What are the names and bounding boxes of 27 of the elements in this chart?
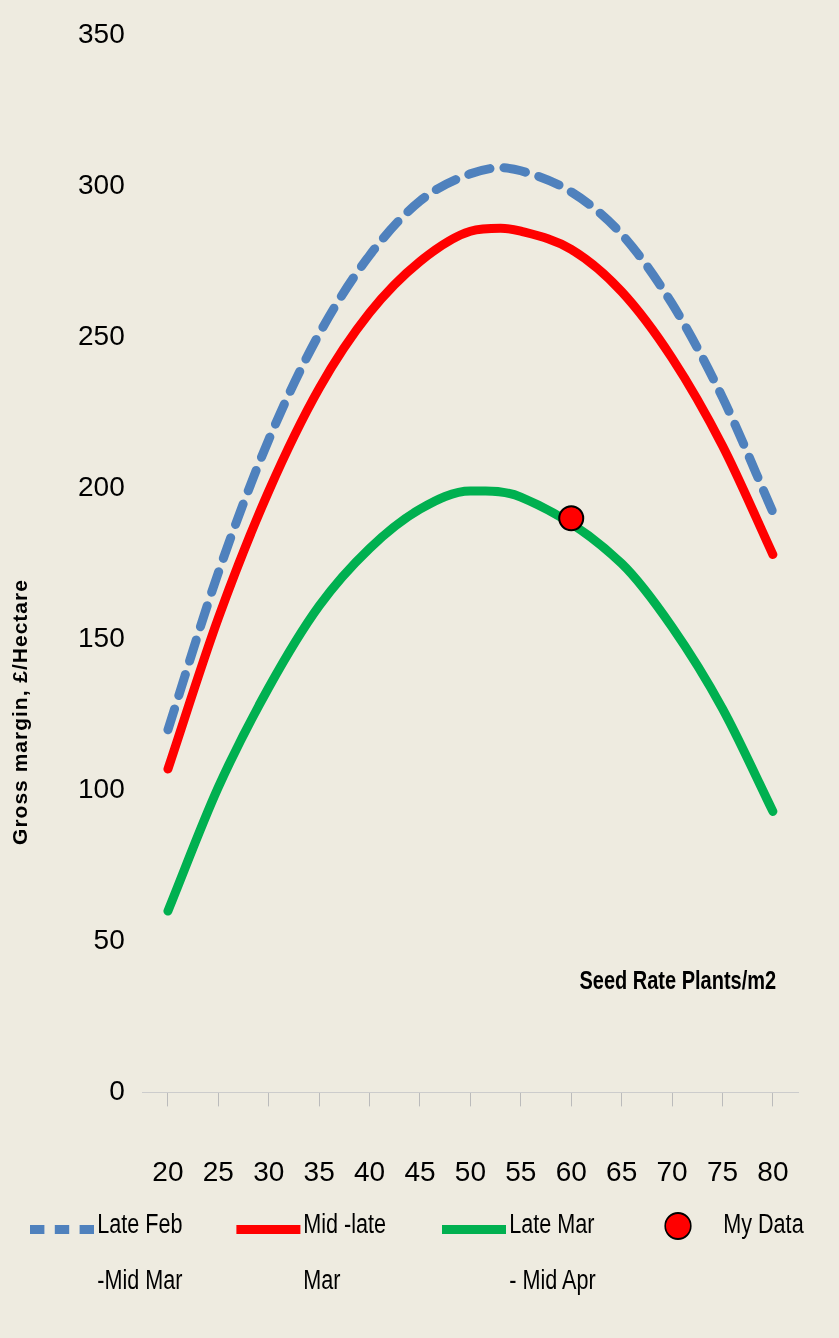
y-axis-title: Gross margin, £/Hectare — [8, 578, 32, 847]
y-tick-label: 50 — [93, 924, 125, 956]
x-tick-label: 25 — [202, 1155, 234, 1187]
y-tick-label: 150 — [78, 621, 125, 653]
y-tick-label: 200 — [78, 470, 125, 502]
legend-label: My Data — [723, 1209, 804, 1239]
x-tick-label: 65 — [606, 1155, 638, 1187]
y-tick-label: 100 — [78, 772, 125, 804]
x-tick-label: 70 — [656, 1155, 688, 1187]
y-tick-label: 0 — [109, 1075, 125, 1107]
x-tick-label: 40 — [354, 1155, 386, 1187]
x-tick-label: 55 — [505, 1155, 537, 1187]
x-tick-label: 75 — [706, 1155, 739, 1187]
y-tick-label: 300 — [78, 168, 125, 200]
x-tick-label: 50 — [454, 1155, 486, 1187]
y-tick-label: 250 — [78, 319, 125, 351]
x-axis-title: Seed Rate Plants/m2 — [579, 967, 777, 995]
x-tick-label: 60 — [555, 1155, 587, 1187]
y-tick-label: 350 — [78, 17, 125, 49]
x-tick-label: 20 — [152, 1155, 184, 1187]
x-tick-label: 45 — [404, 1155, 436, 1187]
x-tick-label: 30 — [253, 1155, 285, 1187]
x-tick-label: 80 — [757, 1155, 789, 1187]
x-tick-label: 35 — [303, 1155, 335, 1187]
legend-label: Late Feb -Mid Mar — [97, 1209, 183, 1295]
legend-label: Late Mar - Mid Apr — [509, 1209, 596, 1295]
legend-label: Mid -late Mar — [303, 1209, 387, 1295]
